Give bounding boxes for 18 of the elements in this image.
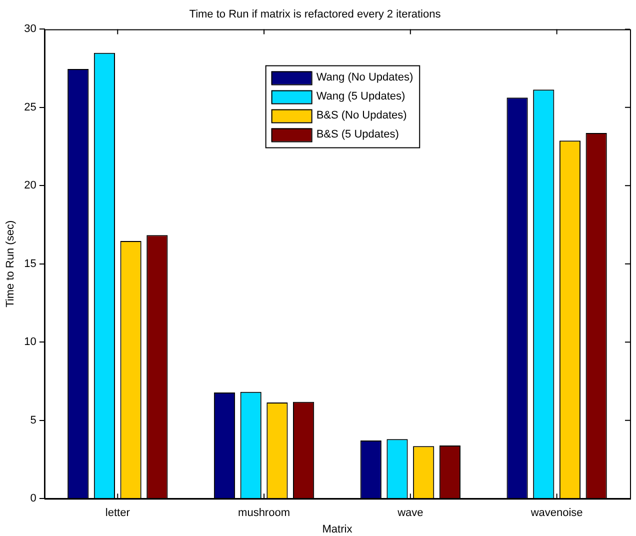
chart-title: Time to Run if matrix is refactored every 2 iterations <box>189 8 442 21</box>
y-tick-label: 15 <box>24 258 36 270</box>
x-tick-label: letter <box>105 507 130 520</box>
x-tick-label: wavenoise <box>530 507 583 520</box>
x-axis-title: Matrix <box>322 523 353 536</box>
y-tick-label: 30 <box>24 23 36 36</box>
y-tick-label: 0 <box>30 492 36 505</box>
y-tick-label: 10 <box>24 336 36 348</box>
y-tick-label: 5 <box>30 414 36 426</box>
x-tick-label: wave <box>396 507 424 520</box>
y-tick-label: 25 <box>24 101 36 114</box>
legend-label: B&S (5 Updates) <box>316 128 399 141</box>
y-axis-title: Time to Run (sec) <box>4 220 17 308</box>
y-tick-label: 20 <box>24 180 36 192</box>
legend-label: Wang (5 Updates) <box>316 90 406 103</box>
legend-label: Wang (No Updates) <box>316 72 414 84</box>
x-tick-label: mushroom <box>238 507 290 520</box>
legend-label: B&S (No Updates) <box>316 110 407 122</box>
